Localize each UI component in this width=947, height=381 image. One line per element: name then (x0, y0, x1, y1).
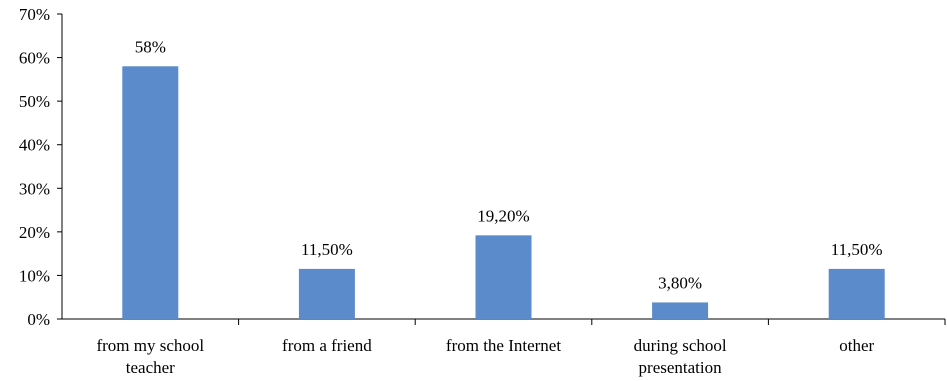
bar (122, 66, 179, 320)
data-label: 11,50% (831, 240, 883, 259)
category-label: during school presentation (634, 336, 727, 377)
y-axis: 0% 10% 20% 30% 40% 50% 60% 70% (19, 5, 63, 329)
y-tick-label: 10% (19, 266, 50, 285)
category-label: from a friend (282, 336, 372, 355)
data-label: 19,20% (477, 206, 529, 225)
x-axis (62, 318, 946, 325)
bars (122, 66, 885, 320)
bar (652, 302, 709, 319)
data-label: 11,50% (301, 240, 353, 259)
data-labels: 58% 11,50% 19,20% 3,80% 11,50% (135, 37, 883, 292)
y-tick-label: 50% (19, 92, 50, 111)
y-tick-label: 60% (19, 49, 50, 68)
category-label: from my school teacher (96, 336, 204, 377)
y-tick-label: 20% (19, 223, 50, 242)
y-tick-label: 30% (19, 179, 50, 198)
y-tick-label: 70% (19, 5, 50, 24)
data-label: 58% (135, 37, 166, 56)
y-tick-label: 40% (19, 136, 50, 155)
bar (475, 235, 532, 319)
data-label: 3,80% (658, 273, 702, 292)
category-label: from the Internet (446, 336, 561, 355)
category-labels: from my school teacher from a friend from t… (96, 336, 874, 377)
bar (298, 268, 355, 319)
bar (828, 268, 885, 319)
y-tick-label: 0% (27, 310, 50, 329)
category-label: other (839, 336, 874, 355)
